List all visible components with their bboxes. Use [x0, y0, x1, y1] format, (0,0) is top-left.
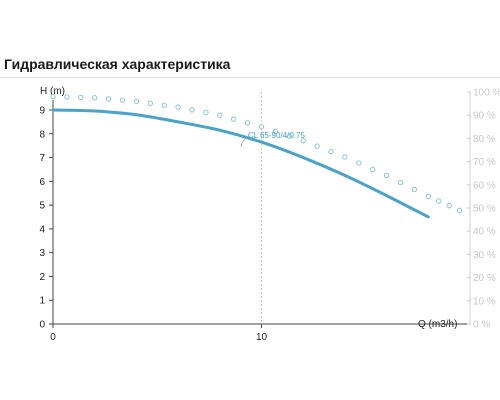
efficiency-point — [119, 97, 126, 103]
y-tick-label: 2 — [39, 272, 45, 283]
efficiency-point — [50, 93, 56, 100]
pump-curve-line — [51, 108, 430, 219]
efficiency-point — [300, 138, 306, 144]
x-tick-label: 0 — [50, 332, 56, 343]
y-tick-label: 6 — [39, 177, 45, 188]
y2-tick-label: 0 % — [473, 320, 490, 331]
efficiency-point — [286, 133, 292, 139]
efficiency-point — [411, 186, 418, 193]
efficiency-point — [133, 98, 140, 104]
efficiency-point — [64, 94, 70, 100]
y-tick-label: 5 — [39, 201, 45, 212]
efficiency-point — [175, 104, 181, 110]
annotation-leader — [240, 137, 248, 147]
y-tick-label: 7 — [39, 153, 45, 164]
y2-tick-label: 40 % — [473, 227, 496, 238]
efficiency-point — [328, 148, 334, 155]
efficiency-point — [78, 94, 84, 101]
efficiency-point — [370, 166, 376, 172]
series-label: CL 65-90/4/0.75 — [248, 131, 306, 140]
efficiency-point — [203, 109, 209, 116]
efficiency-point — [356, 160, 362, 166]
efficiency-point — [383, 172, 390, 179]
efficiency-point — [436, 198, 442, 204]
efficiency-point — [92, 95, 98, 101]
efficiency-point — [446, 203, 452, 209]
efficiency-point — [425, 193, 431, 200]
y-tick-label: 1 — [39, 296, 45, 307]
efficiency-point — [161, 102, 167, 108]
y-tick-label: 0 — [39, 320, 45, 331]
y-tick-label: 4 — [39, 224, 45, 235]
efficiency-point — [258, 124, 265, 130]
title-divider — [0, 77, 500, 78]
y-tick-label: 3 — [39, 248, 45, 259]
efficiency-point — [314, 143, 320, 149]
efficiency-point — [342, 154, 348, 160]
chart-title: Гидравлическая характеристика — [4, 56, 231, 72]
efficiency-point — [147, 100, 153, 106]
y2-tick-label: 10 % — [473, 296, 496, 307]
y-tick-label: 8 — [39, 129, 45, 140]
y-axis-label: H (m) — [40, 86, 65, 97]
y2-tick-label: 60 % — [473, 180, 496, 191]
y2-tick-label: 90 % — [473, 111, 496, 122]
efficiency-point — [105, 96, 112, 102]
y2-tick-label: 100 % — [473, 88, 500, 99]
efficiency-point — [272, 128, 279, 135]
efficiency-point — [244, 120, 251, 126]
y2-tick-label: 20 % — [473, 273, 496, 284]
y-tick-label: 9 — [39, 106, 45, 117]
y2-tick-label: 50 % — [473, 204, 496, 215]
x-tick-label: 10 — [256, 332, 268, 343]
efficiency-point — [456, 207, 463, 213]
efficiency-point — [217, 112, 223, 118]
efficiency-point — [231, 116, 237, 122]
x-axis-label: Q (m3/h) — [418, 319, 457, 330]
y2-tick-label: 30 % — [473, 250, 496, 261]
efficiency-point — [397, 179, 404, 186]
y2-tick-label: 70 % — [473, 157, 496, 168]
y2-tick-label: 80 % — [473, 134, 496, 145]
efficiency-point — [189, 107, 195, 113]
